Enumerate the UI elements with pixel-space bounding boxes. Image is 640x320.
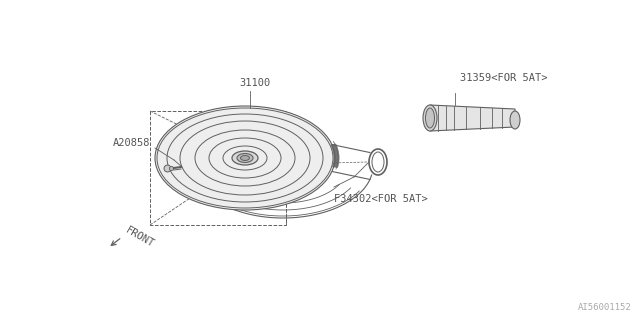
Text: A20858: A20858 [113, 138, 150, 148]
Ellipse shape [155, 106, 335, 210]
Ellipse shape [510, 111, 520, 129]
Text: 31359<FOR 5AT>: 31359<FOR 5AT> [460, 73, 547, 83]
Ellipse shape [237, 154, 253, 163]
Text: AI56001152: AI56001152 [579, 303, 632, 312]
Text: FRONT: FRONT [124, 225, 156, 250]
Polygon shape [430, 105, 515, 131]
Ellipse shape [426, 108, 435, 128]
Ellipse shape [423, 105, 437, 131]
Text: F34302<FOR 5AT>: F34302<FOR 5AT> [334, 194, 428, 204]
Ellipse shape [155, 106, 335, 210]
Text: 31100: 31100 [239, 78, 271, 88]
Ellipse shape [232, 151, 258, 165]
Ellipse shape [241, 156, 250, 161]
